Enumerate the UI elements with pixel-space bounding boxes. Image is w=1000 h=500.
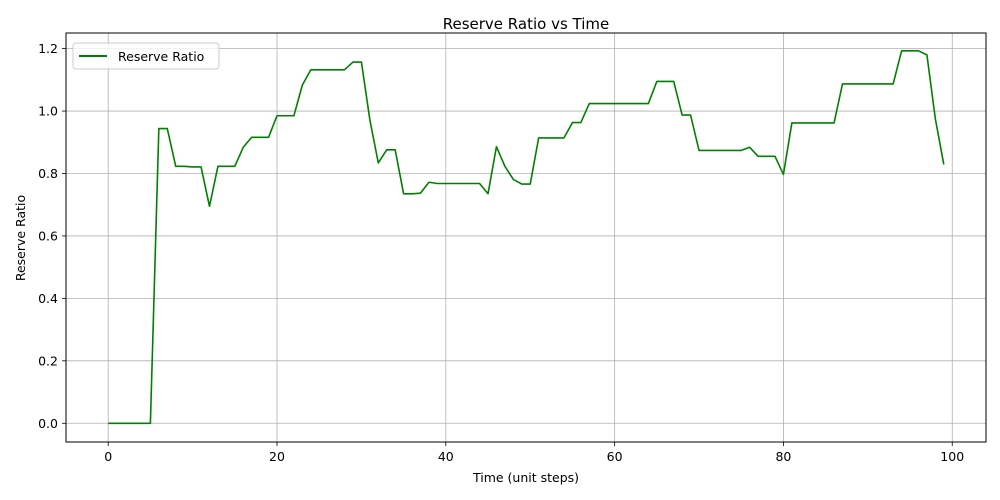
y-tick-label: 0.0 bbox=[38, 416, 58, 431]
y-tick-label: 0.2 bbox=[38, 353, 58, 368]
x-tick-label: 60 bbox=[607, 449, 623, 464]
y-tick-label: 0.8 bbox=[38, 166, 58, 181]
x-axis-label: Time (unit steps) bbox=[472, 470, 579, 485]
x-tick-label: 0 bbox=[104, 449, 112, 464]
series-line-reserve-ratio bbox=[108, 49, 945, 425]
x-tick-label: 40 bbox=[438, 449, 454, 464]
x-tick-label: 20 bbox=[269, 449, 285, 464]
ticks: 0 20 40 60 80 100 0.0 0.2 0.4 0.6 0.8 1.0 1.2 bbox=[38, 41, 964, 464]
x-tick-label: 100 bbox=[940, 449, 964, 464]
plot-frame bbox=[65, 32, 987, 443]
legend-box bbox=[72, 42, 220, 70]
chart-title: Reserve Ratio vs Time bbox=[443, 15, 610, 33]
y-tick-label: 0.6 bbox=[38, 228, 58, 243]
y-tick-label: 1.2 bbox=[38, 41, 58, 56]
series-layer bbox=[108, 49, 945, 425]
legend: Reserve Ratio bbox=[72, 42, 220, 70]
legend-label: Reserve Ratio bbox=[118, 49, 204, 64]
y-tick-label: 1.0 bbox=[38, 104, 58, 119]
grid bbox=[66, 33, 986, 442]
y-tick-label: 0.4 bbox=[38, 291, 58, 306]
y-axis-label: Reserve Ratio bbox=[13, 195, 28, 281]
x-tick-label: 80 bbox=[775, 449, 791, 464]
